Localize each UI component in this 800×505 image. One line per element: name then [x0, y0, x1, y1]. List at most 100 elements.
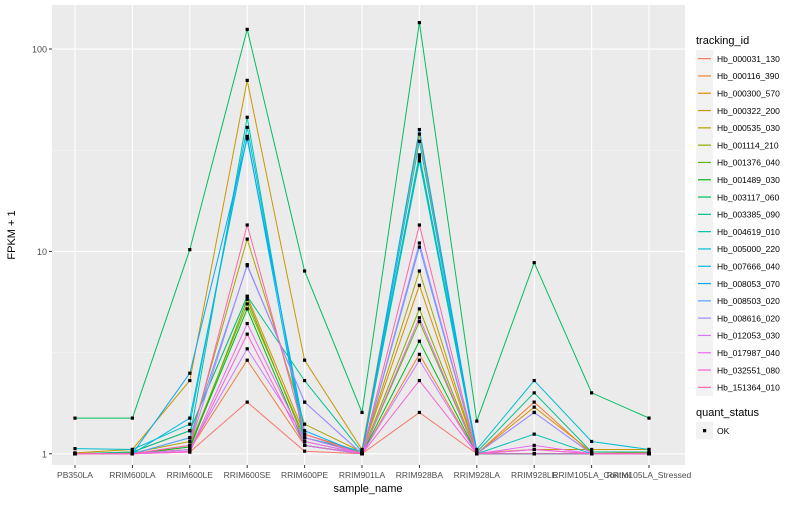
legend-label: Hb_008053_070 [717, 279, 780, 289]
legend-label: Hb_032551_080 [717, 365, 780, 375]
data-point [532, 447, 536, 452]
data-point [532, 405, 536, 409]
data-point [590, 447, 594, 452]
legend-label: Hb_000116_390 [717, 71, 780, 81]
data-point [417, 269, 421, 273]
data-point [245, 115, 249, 119]
x-tick-label: PB350LA [57, 470, 93, 480]
data-point [417, 241, 421, 245]
data-point [73, 452, 77, 456]
legend-shape-label: OK [717, 426, 730, 436]
data-point [590, 439, 594, 444]
data-point [417, 358, 421, 362]
data-point [303, 439, 307, 444]
data-point [475, 450, 479, 454]
x-tick-label: RRIM600SE [224, 470, 272, 480]
data-point [245, 134, 249, 138]
data-point [417, 132, 421, 136]
data-point [590, 452, 594, 456]
x-tick-label: RRIM901LA [339, 470, 386, 480]
data-point [360, 449, 364, 453]
data-point [417, 283, 421, 287]
data-point [647, 416, 651, 420]
legend: tracking_id quant_status Hb_000031_130 Hb… [696, 35, 780, 440]
data-point [130, 416, 134, 420]
x-tick-label: RRIM928LE [511, 470, 558, 480]
data-point [417, 156, 421, 160]
x-tick-label: RRIM600LE [167, 470, 214, 480]
data-point [73, 416, 77, 420]
data-point [360, 447, 364, 452]
data-point [417, 352, 421, 356]
data-point [590, 450, 594, 454]
legend-label: Hb_000535_030 [717, 123, 780, 133]
data-point [647, 447, 651, 452]
data-point [360, 410, 364, 415]
data-point [188, 443, 192, 447]
legend-label: Hb_017987_040 [717, 348, 780, 358]
data-point [245, 302, 249, 306]
data-point [647, 452, 651, 456]
data-point [303, 436, 307, 440]
data-point [245, 297, 249, 301]
data-point [130, 450, 134, 454]
data-point [245, 347, 249, 351]
data-point [417, 316, 421, 320]
data-point [130, 447, 134, 452]
panel-background [52, 5, 685, 465]
data-point [417, 159, 421, 163]
legend-color-title: tracking_id [696, 35, 749, 47]
data-point [417, 223, 421, 227]
data-point [303, 378, 307, 383]
data-point [245, 321, 249, 326]
x-tick-label: RRIM928LA [454, 470, 501, 480]
data-point [303, 269, 307, 273]
data-point [188, 445, 192, 449]
data-point [417, 319, 421, 324]
data-point [188, 371, 192, 375]
legend-label: Hb_003117_060 [717, 192, 780, 202]
legend-label: Hb_001114_210 [717, 140, 779, 150]
legend-label: Hb_001489_030 [717, 175, 780, 185]
data-point [303, 443, 307, 447]
data-point [417, 127, 421, 132]
legend-label: Hb_012053_030 [717, 331, 780, 341]
legend-label: Hb_151364_010 [717, 383, 780, 393]
data-point [245, 332, 249, 336]
data-point [475, 452, 479, 456]
data-point [475, 447, 479, 452]
y-tick-label: 10 [37, 247, 47, 257]
data-point [188, 436, 192, 440]
data-point [303, 358, 307, 362]
data-point [303, 432, 307, 436]
data-point [73, 447, 77, 451]
x-tick-label: RRIM105LA_Control [552, 470, 631, 480]
y-tick-label: 1 [42, 449, 47, 459]
x-tick-label: RRIM105LA_Stressed [607, 470, 692, 480]
data-point [417, 410, 421, 415]
data-point [245, 263, 249, 267]
y-tick-label: 100 [32, 45, 47, 55]
data-point [245, 307, 249, 311]
y-axis-title: FPKM + 1 [6, 210, 18, 259]
y-axis: 1 10 100 [32, 45, 52, 459]
legend-shape-title: quant_status [696, 407, 759, 419]
legend-label: Hb_000031_130 [717, 54, 780, 64]
data-point [188, 450, 192, 454]
x-tick-label: RRIM600PE [281, 470, 329, 480]
data-point [360, 452, 364, 456]
legend-label: Hb_001376_040 [717, 158, 780, 168]
x-axis: PB350LA RRIM600LA RRIM600LE RRIM600SE RRIM60… [57, 465, 692, 480]
legend-label: Hb_005000_220 [717, 244, 780, 254]
data-point [647, 450, 651, 454]
legend-label: Hb_000300_570 [717, 88, 780, 98]
grid-lines [52, 5, 685, 465]
data-point [417, 339, 421, 343]
x-axis-title: sample_name [333, 483, 402, 495]
data-point [590, 391, 594, 395]
data-point [303, 400, 307, 404]
data-point [532, 443, 536, 447]
data-point [532, 400, 536, 404]
data-point [532, 378, 536, 383]
legend-label: Hb_007666_040 [717, 261, 780, 271]
